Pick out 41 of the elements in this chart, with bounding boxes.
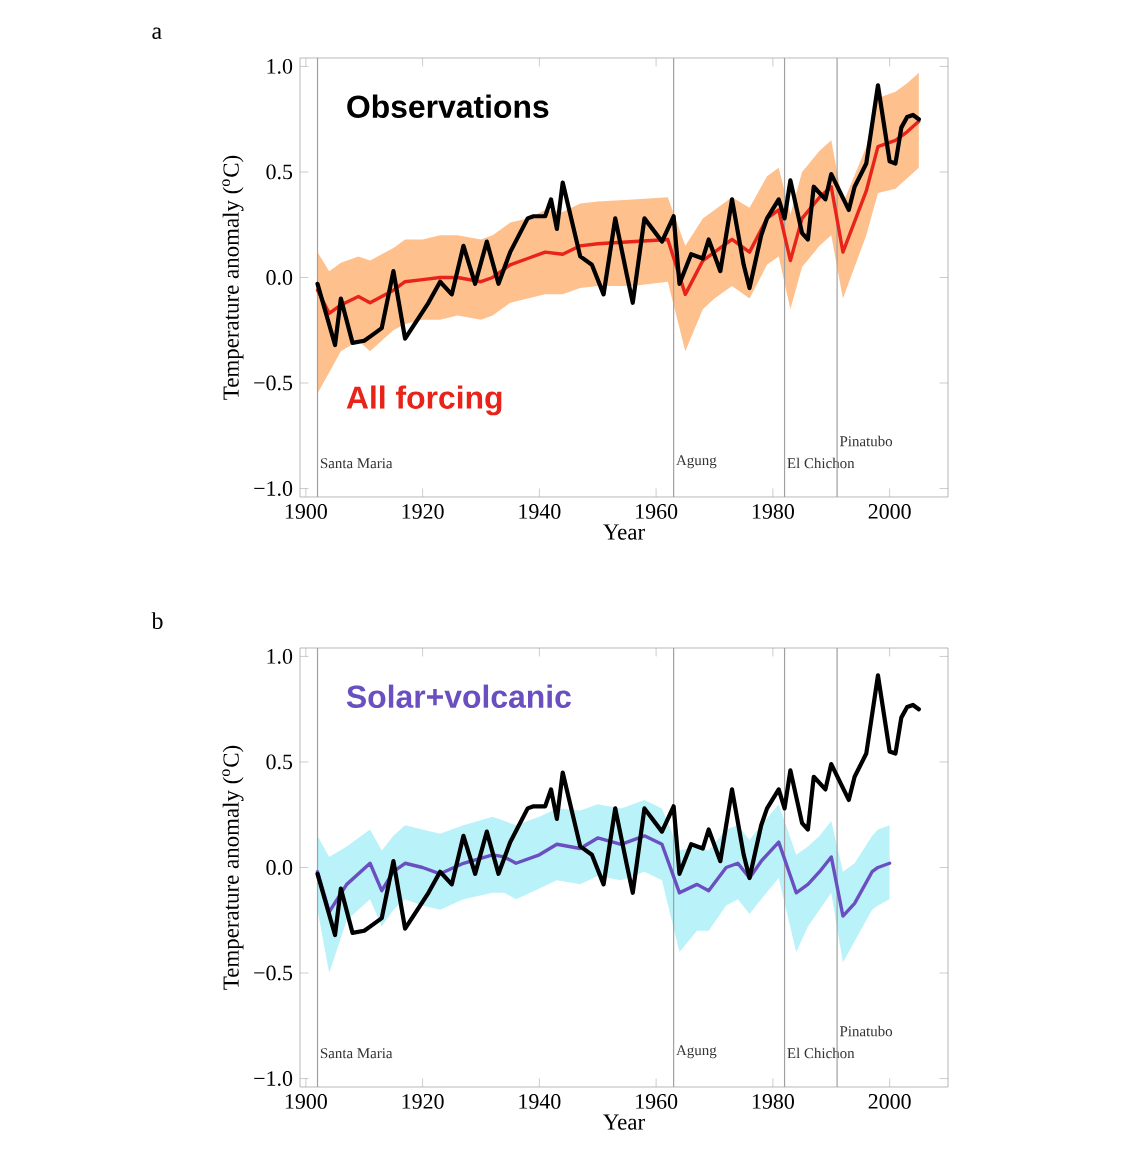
x-tick-label: 2000 [868,504,911,519]
x-tick-label: 1960 [636,504,678,519]
y-axis-title: Temperature anomaly ($^{o}$C) [222,745,244,990]
text: All forcing [346,385,502,416]
line-series [315,673,921,938]
text: Solar+volcanic [346,684,571,708]
y-axis-title: Temperature anomaly ($^{o}$C) [222,155,244,400]
chart-title: b [151,612,163,629]
x-tick-label: 1960 [636,1094,678,1109]
line-series [315,83,921,348]
x-tick-label: 1920 [402,1094,444,1109]
x-tick-label: 1940 [519,1094,561,1109]
y-tick-label: 1.0 [267,649,293,664]
y-tick-label: 0.0 [266,270,293,285]
y-tick-label: −1.0 [254,1071,293,1086]
chart-title: a [152,27,162,39]
y-tick-label: −0.5 [254,375,293,391]
ref-line-label: El Chichon [787,457,855,469]
ref-line-label: Santa Maria [320,458,393,469]
y-tick-label: −0.5 [254,965,293,981]
ref-line-label: Pinatubo [839,1025,893,1037]
ref-line-label: El Chichon [787,1047,855,1059]
text: Observations [347,94,549,118]
y-tick-label: 0.5 [266,754,293,770]
x-axis-title: Year [603,1114,645,1130]
x-tick-label: 1980 [752,1094,794,1109]
ref-line-label: Agung [676,1045,717,1059]
ref-line-label: Santa Maria [320,1048,393,1059]
x-tick-label: 2000 [868,1094,911,1109]
y-tick-label: 0.0 [266,860,293,875]
ref-line-label: Pinatubo [839,435,893,447]
y-tick-label: −1.0 [254,481,293,496]
x-axis-title: Year [603,524,645,540]
y-tick-label: 1.0 [267,58,293,74]
y-tick-label: 0.5 [266,164,293,180]
x-tick-label: 1940 [519,504,561,519]
x-tick-label: 1920 [402,504,444,519]
x-tick-label: 1900 [285,1094,327,1109]
ref-line-label: Agung [676,455,717,469]
x-tick-label: 1900 [285,504,327,519]
x-tick-label: 1980 [752,504,794,519]
